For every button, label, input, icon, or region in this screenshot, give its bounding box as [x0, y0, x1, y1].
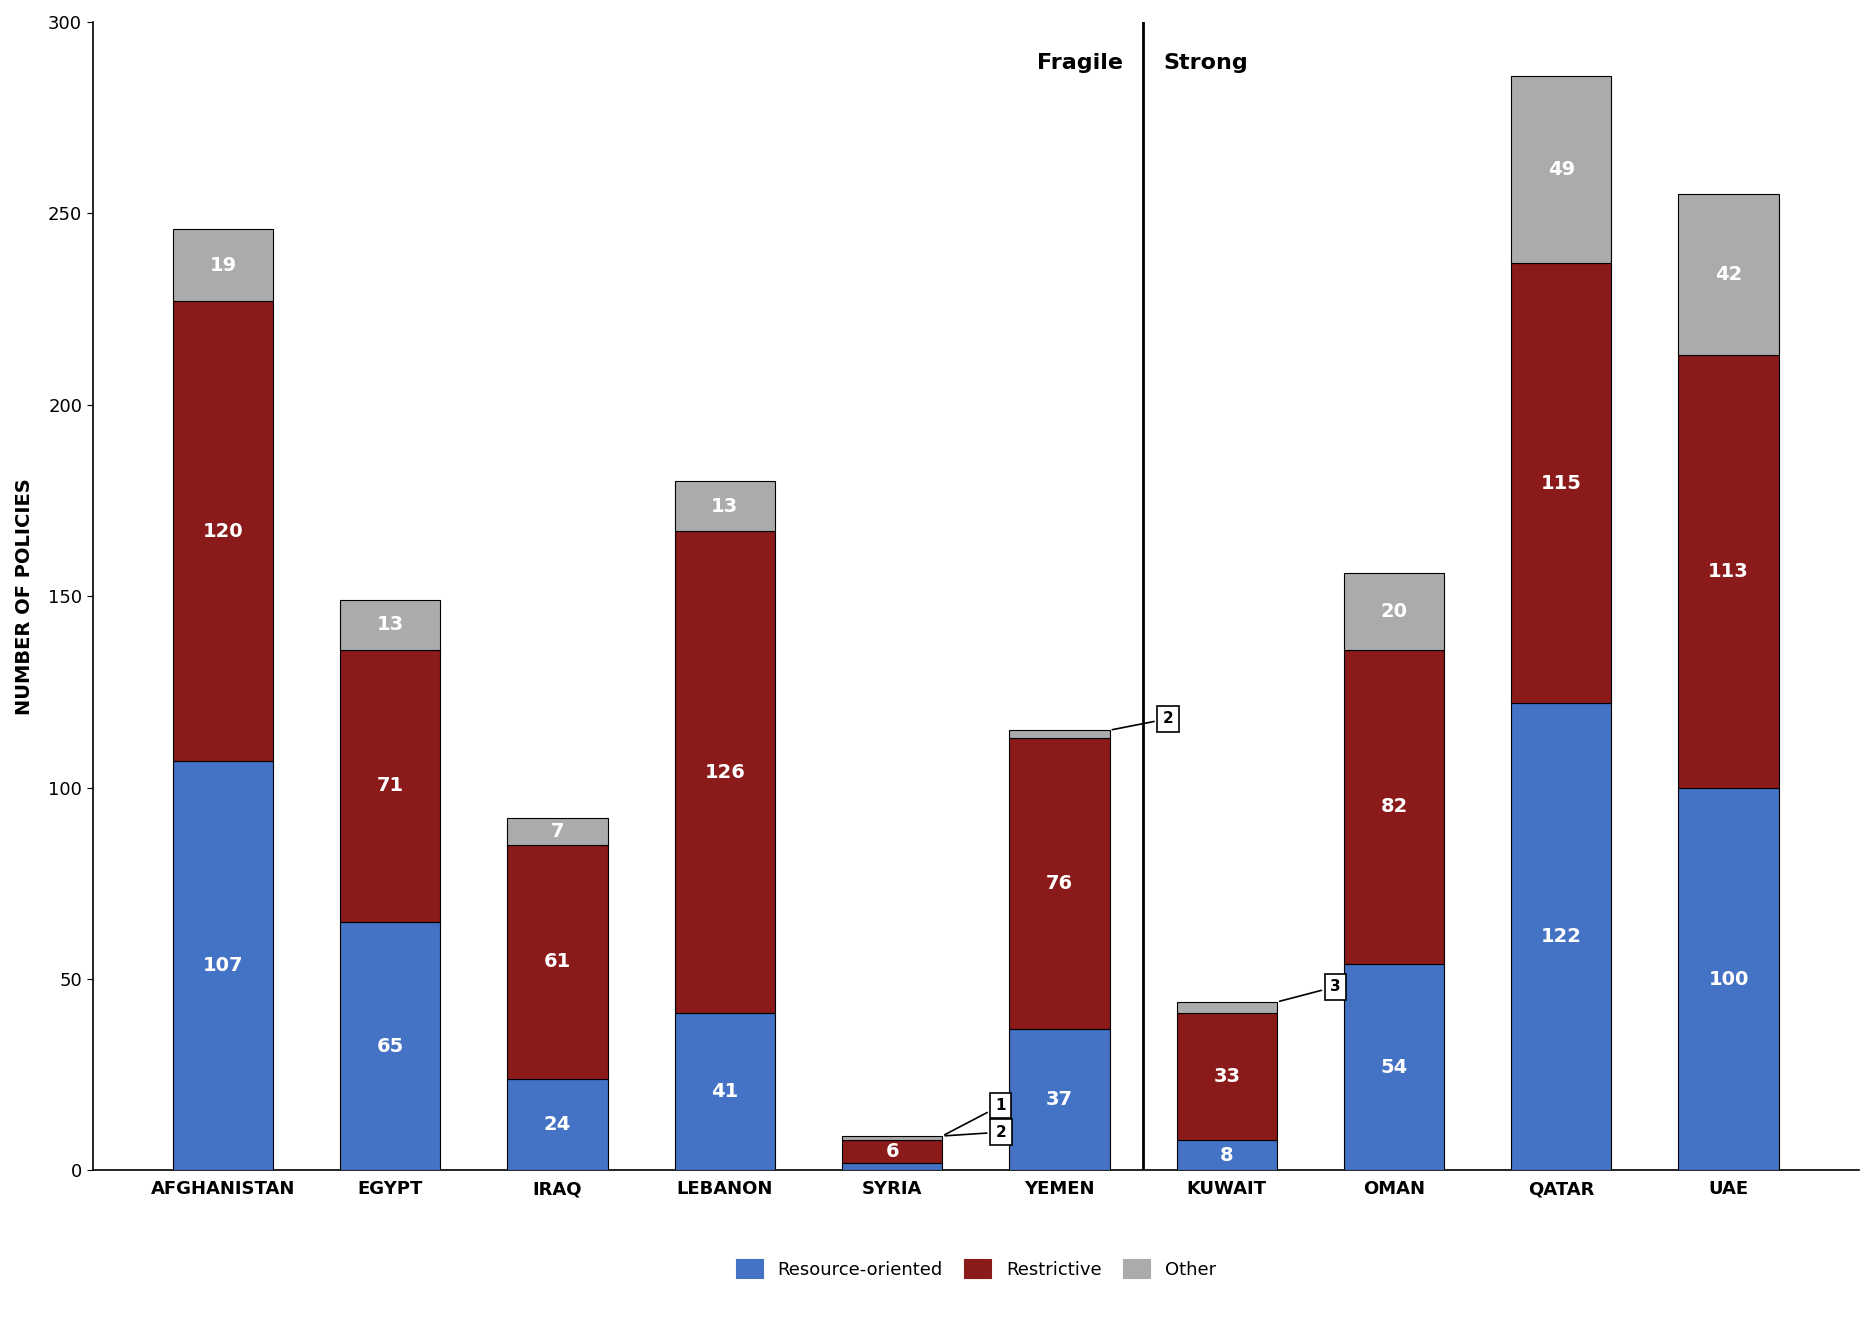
Text: 122: 122	[1540, 927, 1581, 946]
Text: 76: 76	[1045, 874, 1073, 892]
Bar	[841, 1140, 942, 1163]
Text: 19: 19	[210, 255, 236, 274]
Legend: Resource-oriented, Restrictive, Other: Resource-oriented, Restrictive, Other	[727, 1250, 1225, 1288]
Text: 107: 107	[202, 956, 243, 976]
Bar	[1678, 788, 1777, 1171]
Text: Fragile: Fragile	[1036, 52, 1122, 73]
Text: 82: 82	[1380, 797, 1407, 816]
Text: 13: 13	[376, 616, 405, 634]
Text: 126: 126	[704, 763, 745, 782]
Bar	[1343, 574, 1444, 649]
Bar	[1176, 1140, 1276, 1171]
Bar	[1176, 1013, 1276, 1140]
Bar	[339, 599, 440, 649]
Bar	[1176, 1003, 1276, 1013]
Text: 49: 49	[1547, 160, 1573, 179]
Text: 120: 120	[202, 521, 243, 540]
Bar	[172, 761, 273, 1171]
Text: 42: 42	[1714, 265, 1742, 284]
Bar	[1678, 195, 1777, 355]
Bar	[674, 531, 775, 1013]
Bar	[841, 1136, 942, 1140]
Bar	[1343, 964, 1444, 1171]
Text: Strong: Strong	[1163, 52, 1247, 73]
Text: 115: 115	[1540, 474, 1581, 493]
Text: 2: 2	[1113, 711, 1172, 730]
Bar	[508, 845, 607, 1078]
Text: 24: 24	[543, 1116, 571, 1134]
Bar	[1678, 355, 1777, 788]
Bar	[1510, 703, 1611, 1171]
Text: 6: 6	[884, 1142, 899, 1161]
Text: 100: 100	[1708, 969, 1748, 989]
Text: 20: 20	[1380, 602, 1407, 621]
Bar	[172, 301, 273, 761]
Text: 41: 41	[712, 1082, 738, 1102]
Text: 71: 71	[376, 777, 405, 796]
Bar	[674, 481, 775, 531]
Text: 37: 37	[1045, 1090, 1073, 1109]
Bar	[508, 818, 607, 845]
Text: 2: 2	[944, 1125, 1006, 1140]
Bar	[1010, 738, 1109, 1028]
Bar	[508, 1078, 607, 1171]
Text: 54: 54	[1380, 1058, 1407, 1077]
Text: 13: 13	[712, 497, 738, 516]
Bar	[339, 922, 440, 1171]
Text: 65: 65	[376, 1036, 405, 1055]
Text: 33: 33	[1212, 1067, 1240, 1086]
Text: 7: 7	[551, 823, 564, 841]
Y-axis label: NUMBER OF POLICIES: NUMBER OF POLICIES	[15, 478, 34, 715]
Text: 1: 1	[944, 1098, 1006, 1134]
Bar	[841, 1163, 942, 1171]
Text: 113: 113	[1706, 562, 1748, 581]
Bar	[674, 1013, 775, 1171]
Bar	[172, 228, 273, 301]
Bar	[1010, 730, 1109, 738]
Text: 61: 61	[543, 953, 571, 972]
Bar	[339, 649, 440, 922]
Bar	[1010, 1028, 1109, 1171]
Bar	[1343, 649, 1444, 964]
Text: 8: 8	[1219, 1145, 1232, 1165]
Text: 3: 3	[1279, 980, 1339, 1001]
Bar	[1510, 75, 1611, 263]
Bar	[1510, 263, 1611, 703]
